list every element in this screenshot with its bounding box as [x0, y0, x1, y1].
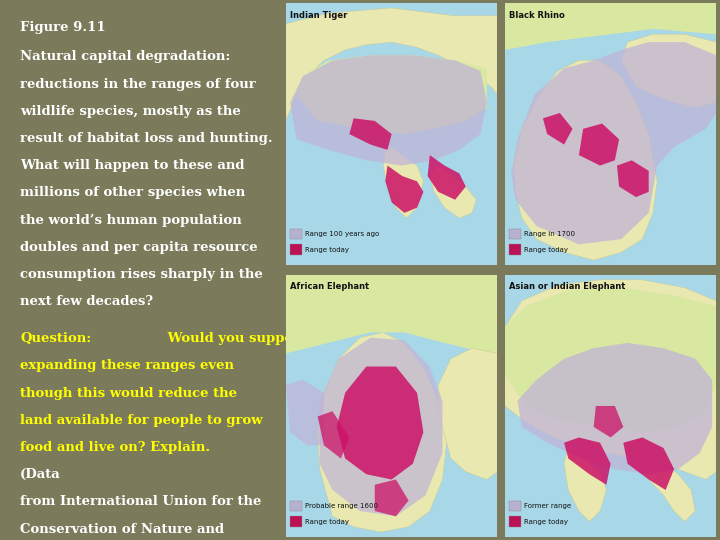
Polygon shape	[290, 55, 487, 166]
Text: Black Rhino: Black Rhino	[509, 11, 564, 19]
Polygon shape	[430, 166, 477, 218]
Polygon shape	[320, 338, 443, 516]
Text: Natural capital degradation:: Natural capital degradation:	[20, 50, 230, 63]
Polygon shape	[374, 480, 408, 516]
Text: Would you support: Would you support	[163, 332, 307, 345]
Polygon shape	[428, 155, 466, 200]
Polygon shape	[617, 160, 649, 197]
Polygon shape	[286, 275, 498, 353]
Text: millions of other species when: millions of other species when	[20, 186, 246, 199]
Text: from International Union for the: from International Union for the	[20, 495, 261, 508]
Bar	[509, 501, 521, 511]
Polygon shape	[511, 42, 716, 245]
Polygon shape	[624, 437, 674, 490]
Polygon shape	[513, 60, 657, 260]
Bar	[290, 501, 302, 511]
Text: the world’s human population: the world’s human population	[20, 214, 242, 227]
Bar	[290, 516, 302, 527]
Polygon shape	[518, 343, 712, 474]
Polygon shape	[564, 437, 611, 485]
Text: expanding these ranges even: expanding these ranges even	[20, 360, 234, 373]
Polygon shape	[318, 411, 349, 458]
Text: Range today: Range today	[305, 518, 349, 524]
Bar	[509, 228, 521, 239]
Text: Asian or Indian Elephant: Asian or Indian Elephant	[509, 282, 626, 292]
Bar	[290, 245, 302, 255]
Bar	[509, 245, 521, 255]
Text: doubles and per capita resource: doubles and per capita resource	[20, 241, 258, 254]
Text: Range today: Range today	[305, 247, 349, 253]
Text: next few decades?: next few decades?	[20, 295, 153, 308]
Polygon shape	[286, 380, 324, 446]
Text: food and live on? Explain.: food and live on? Explain.	[20, 441, 210, 454]
Text: Former range: Former range	[524, 503, 571, 509]
Text: (Data: (Data	[20, 468, 61, 481]
Text: African Elephant: African Elephant	[290, 282, 369, 292]
Text: reductions in the ranges of four: reductions in the ranges of four	[20, 78, 256, 91]
Text: Range today: Range today	[524, 247, 568, 253]
Text: result of habitat loss and hunting.: result of habitat loss and hunting.	[20, 132, 273, 145]
Polygon shape	[505, 288, 716, 432]
Polygon shape	[579, 124, 619, 166]
Text: Figure 9.11: Figure 9.11	[20, 22, 106, 35]
Text: Range in 1700: Range in 1700	[524, 231, 575, 237]
Polygon shape	[383, 147, 423, 218]
Polygon shape	[564, 446, 606, 522]
Polygon shape	[631, 464, 696, 522]
Polygon shape	[621, 34, 716, 108]
Text: Indian Tiger: Indian Tiger	[290, 11, 348, 19]
Polygon shape	[337, 367, 423, 480]
Polygon shape	[297, 55, 487, 134]
Text: consumption rises sharply in the: consumption rises sharply in the	[20, 268, 263, 281]
Polygon shape	[349, 118, 392, 150]
Polygon shape	[543, 113, 572, 145]
Polygon shape	[318, 333, 446, 532]
Text: What will happen to these and: What will happen to these and	[20, 159, 245, 172]
Text: wildlife species, mostly as the: wildlife species, mostly as the	[20, 105, 241, 118]
Text: though this would reduce the: though this would reduce the	[20, 387, 237, 400]
Text: Range 100 years ago: Range 100 years ago	[305, 231, 379, 237]
Polygon shape	[385, 166, 423, 213]
Polygon shape	[505, 3, 716, 50]
Polygon shape	[505, 280, 716, 480]
Polygon shape	[438, 348, 498, 480]
Text: land available for people to grow: land available for people to grow	[20, 414, 263, 427]
Polygon shape	[286, 8, 498, 121]
Polygon shape	[594, 406, 624, 437]
Text: Question:: Question:	[20, 332, 91, 345]
Text: Probable range 1600: Probable range 1600	[305, 503, 378, 509]
Text: Conservation of Nature and: Conservation of Nature and	[20, 523, 224, 536]
Bar	[290, 228, 302, 239]
Bar	[509, 516, 521, 527]
Text: Range today: Range today	[524, 518, 568, 524]
